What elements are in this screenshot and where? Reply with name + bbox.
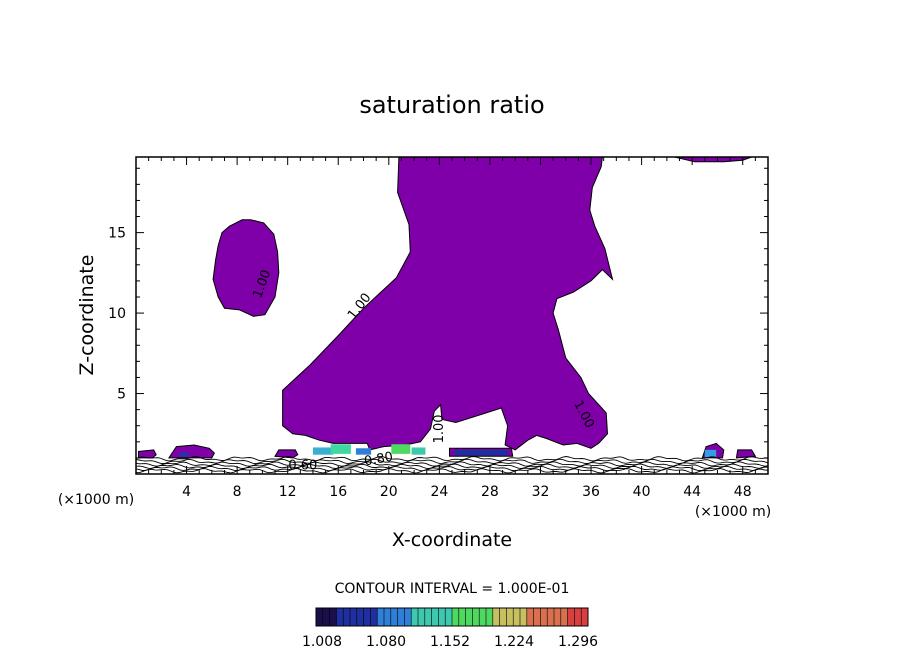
colorbar-cell [452,608,460,626]
x-tick-label: 20 [380,484,398,500]
y-tick-label: 5 [117,387,126,403]
colorbar-cell [574,608,582,626]
colorbar-cell [329,608,337,626]
colorbar-cell [492,608,501,626]
x-tick-label: 12 [279,484,297,500]
colorbar-tick-label: 1.224 [494,634,534,650]
high-saturation-patch [178,452,190,458]
colorbar-cell [370,608,378,626]
x-tick-label: 44 [683,484,701,500]
colorbar-cell [499,608,507,626]
colorbar-cell [520,608,528,626]
colorbar-tick-label: 1.296 [558,634,598,650]
colorbar-cell [458,608,467,626]
y-tick-label: 10 [108,306,126,322]
x-axis: 4 8 12 16 20 24 28 32 36 40 44 48 [148,157,756,500]
colorbar-cell [438,608,446,626]
x-unit-label-right: (×1000 m) [695,504,771,520]
x-tick-label: 40 [633,484,651,500]
colorbar-cell [424,608,433,626]
high-saturation-patch [330,444,351,454]
colorbar-cell [540,608,548,626]
high-saturation-patch [312,447,334,455]
colorbar-cell [479,608,487,626]
colorbar-cell [513,608,521,626]
colorbar [315,607,589,627]
colorbar-cell [506,608,514,626]
colorbar-cell [431,608,439,626]
high-saturation-patch [704,449,717,458]
x-tick-label: 32 [532,484,550,500]
x-tick-label: 8 [233,484,242,500]
contour-region-low-blob-4km [167,444,216,459]
colorbar-tick-label: 1.080 [366,634,406,650]
colorbar-cell [363,608,371,626]
y-axis-label: Z-coordinate [76,255,98,376]
chart-title: saturation ratio [359,91,544,119]
colorbar-tick-labels: 1.008 1.080 1.152 1.224 1.296 [302,634,598,650]
colorbar-cell [350,608,358,626]
x-tick-label: 48 [734,484,752,500]
contour-line [136,458,768,465]
contour-label: 0.80 [363,450,394,470]
colorbar-cell [343,608,351,626]
colorbar-cell [377,608,385,626]
contour-region-main-plume [282,157,614,451]
colorbar-cell [486,608,494,626]
colorbar-cell [336,608,344,626]
colorbar-cell [322,608,331,626]
colorbar-cell [384,608,392,626]
colorbar-cell [316,608,324,626]
colorbar-cell [465,608,473,626]
high-saturation-patch [454,449,508,456]
high-saturation-patch [355,448,372,455]
colorbar-cell [390,608,399,626]
colorbar-cell [533,608,541,626]
colorbar-cell [445,608,453,626]
colorbar-cell [567,608,575,626]
x-tick-label: 4 [182,484,191,500]
y-tick-label: 15 [108,226,126,242]
colorbar-tick-label: 1.152 [430,634,470,650]
x-unit-label: (×1000 m) [58,492,134,508]
contour-line [136,456,768,462]
contour-region-upper-left-blob [212,219,280,317]
contour-interval-label: CONTOUR INTERVAL = 1.000E-01 [335,581,570,597]
colorbar-frame [315,607,589,627]
colorbar-cell [411,608,419,626]
y-axis: 5 10 15 [108,167,768,459]
colorbar-cell [554,608,562,626]
colorbar-cell [581,608,589,626]
colorbar-cell [547,608,555,626]
colorbar-cell [418,608,426,626]
contour-region-low-strip-13km [274,449,299,459]
x-tick-label: 28 [481,484,499,500]
contour-label: 0.60 [288,458,317,473]
x-tick-label: 24 [430,484,448,500]
contour-label: 1.00 [432,414,447,443]
colorbar-cell [397,608,405,626]
x-tick-label: 16 [329,484,347,500]
colorbar-cell [356,608,365,626]
contour-line [136,463,768,469]
colorbar-tick-label: 1.008 [302,634,342,650]
x-axis-label: X-coordinate [392,529,512,551]
x-tick-label: 36 [582,484,600,500]
plot-area [138,157,757,459]
high-saturation-patch [411,447,426,455]
high-saturation-patch [391,444,411,454]
colorbar-cell [404,608,412,626]
colorbar-cell [560,608,569,626]
colorbar-cell [526,608,535,626]
colorbar-cell [472,608,480,626]
contour-region-top-right-strip [674,157,752,163]
